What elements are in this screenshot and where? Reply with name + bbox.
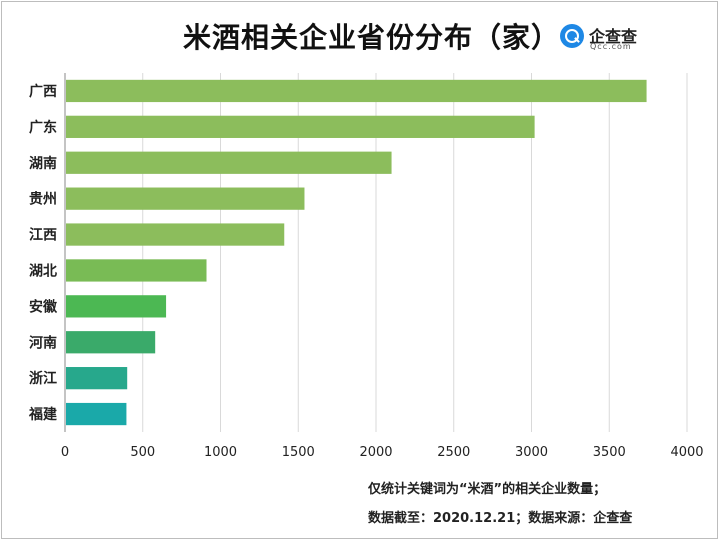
bar-河南 xyxy=(66,331,156,354)
bar-浙江 xyxy=(66,367,128,390)
footnote-source: 数据截至：2020.12.21；数据来源：企查查 xyxy=(368,511,633,526)
x-tick-label: 2500 xyxy=(437,445,470,460)
category-label: 河南 xyxy=(29,334,57,351)
category-label: 贵州 xyxy=(29,191,57,208)
footnote-scope: 仅统计关键词为“米酒”的相关企业数量； xyxy=(368,482,607,497)
bar-广东 xyxy=(66,115,535,138)
qcc-logo-icon xyxy=(560,24,584,48)
bar-贵州 xyxy=(66,187,305,210)
x-tick-label: 4000 xyxy=(670,445,703,460)
bar-江西 xyxy=(66,223,285,246)
qcc-logo: 企查查 Qcc.com xyxy=(560,24,670,58)
logo-url: Qcc.com xyxy=(590,42,632,51)
category-label: 浙江 xyxy=(29,370,57,387)
bar-安徽 xyxy=(66,295,167,318)
bar-广西 xyxy=(66,79,647,103)
x-tick-label: 3000 xyxy=(515,445,548,460)
bar-福建 xyxy=(66,402,127,426)
x-tick-label: 500 xyxy=(130,445,155,460)
x-tick-label: 0 xyxy=(61,445,69,460)
x-tick-labels: 0 500 1000 1500 2000 2500 3000 3500 4000 xyxy=(61,445,704,460)
bar-湖北 xyxy=(66,259,207,282)
category-label: 湖南 xyxy=(29,155,57,172)
category-label: 广东 xyxy=(29,119,57,136)
logo-name: 企查查 xyxy=(589,27,638,46)
x-tick-label: 3500 xyxy=(593,445,626,460)
bar-湖南 xyxy=(66,151,392,174)
category-label: 江西 xyxy=(29,227,57,244)
category-label: 福建 xyxy=(28,406,57,423)
x-tick-label: 1500 xyxy=(282,445,315,460)
x-tick-label: 1000 xyxy=(204,445,237,460)
category-label: 湖北 xyxy=(29,263,57,279)
x-tick-label: 2000 xyxy=(359,445,392,460)
category-label: 安徽 xyxy=(29,298,58,315)
bars xyxy=(66,79,647,426)
chart-title: 米酒相关企业省份分布（家） xyxy=(182,21,560,54)
category-label: 广西 xyxy=(29,83,57,100)
